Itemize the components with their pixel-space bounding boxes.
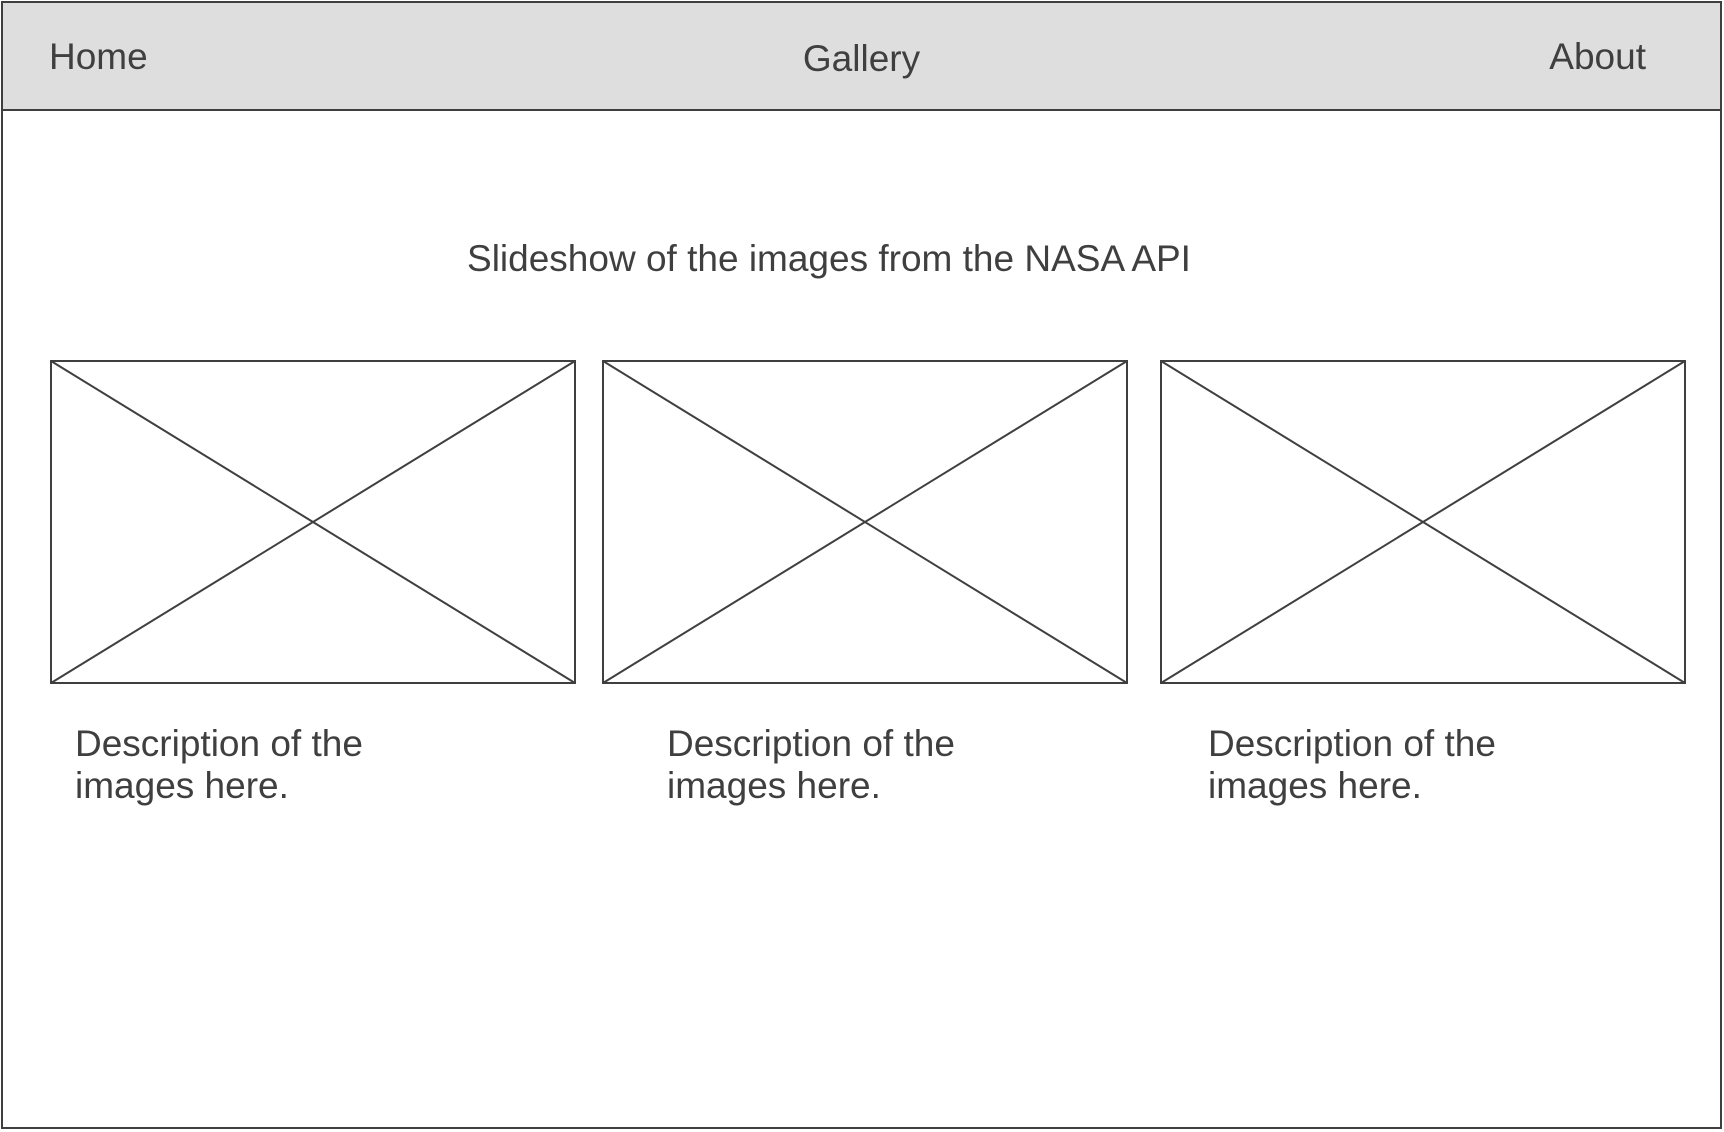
top-navbar: Home Gallery About [3, 3, 1720, 111]
image-placeholder-icon[interactable] [1160, 360, 1686, 684]
image-description: Description of the images here. [1208, 723, 1496, 806]
nav-about-link[interactable]: About [1549, 36, 1646, 77]
image-placeholder-icon[interactable] [50, 360, 576, 684]
image-description: Description of the images here. [667, 723, 955, 806]
image-description: Description of the images here. [75, 723, 363, 806]
nav-gallery-link[interactable]: Gallery [802, 38, 921, 79]
image-placeholder-icon[interactable] [602, 360, 1128, 684]
nav-home-link[interactable]: Home [49, 36, 148, 77]
slideshow-headline: Slideshow of the images from the NASA AP… [467, 238, 1191, 279]
